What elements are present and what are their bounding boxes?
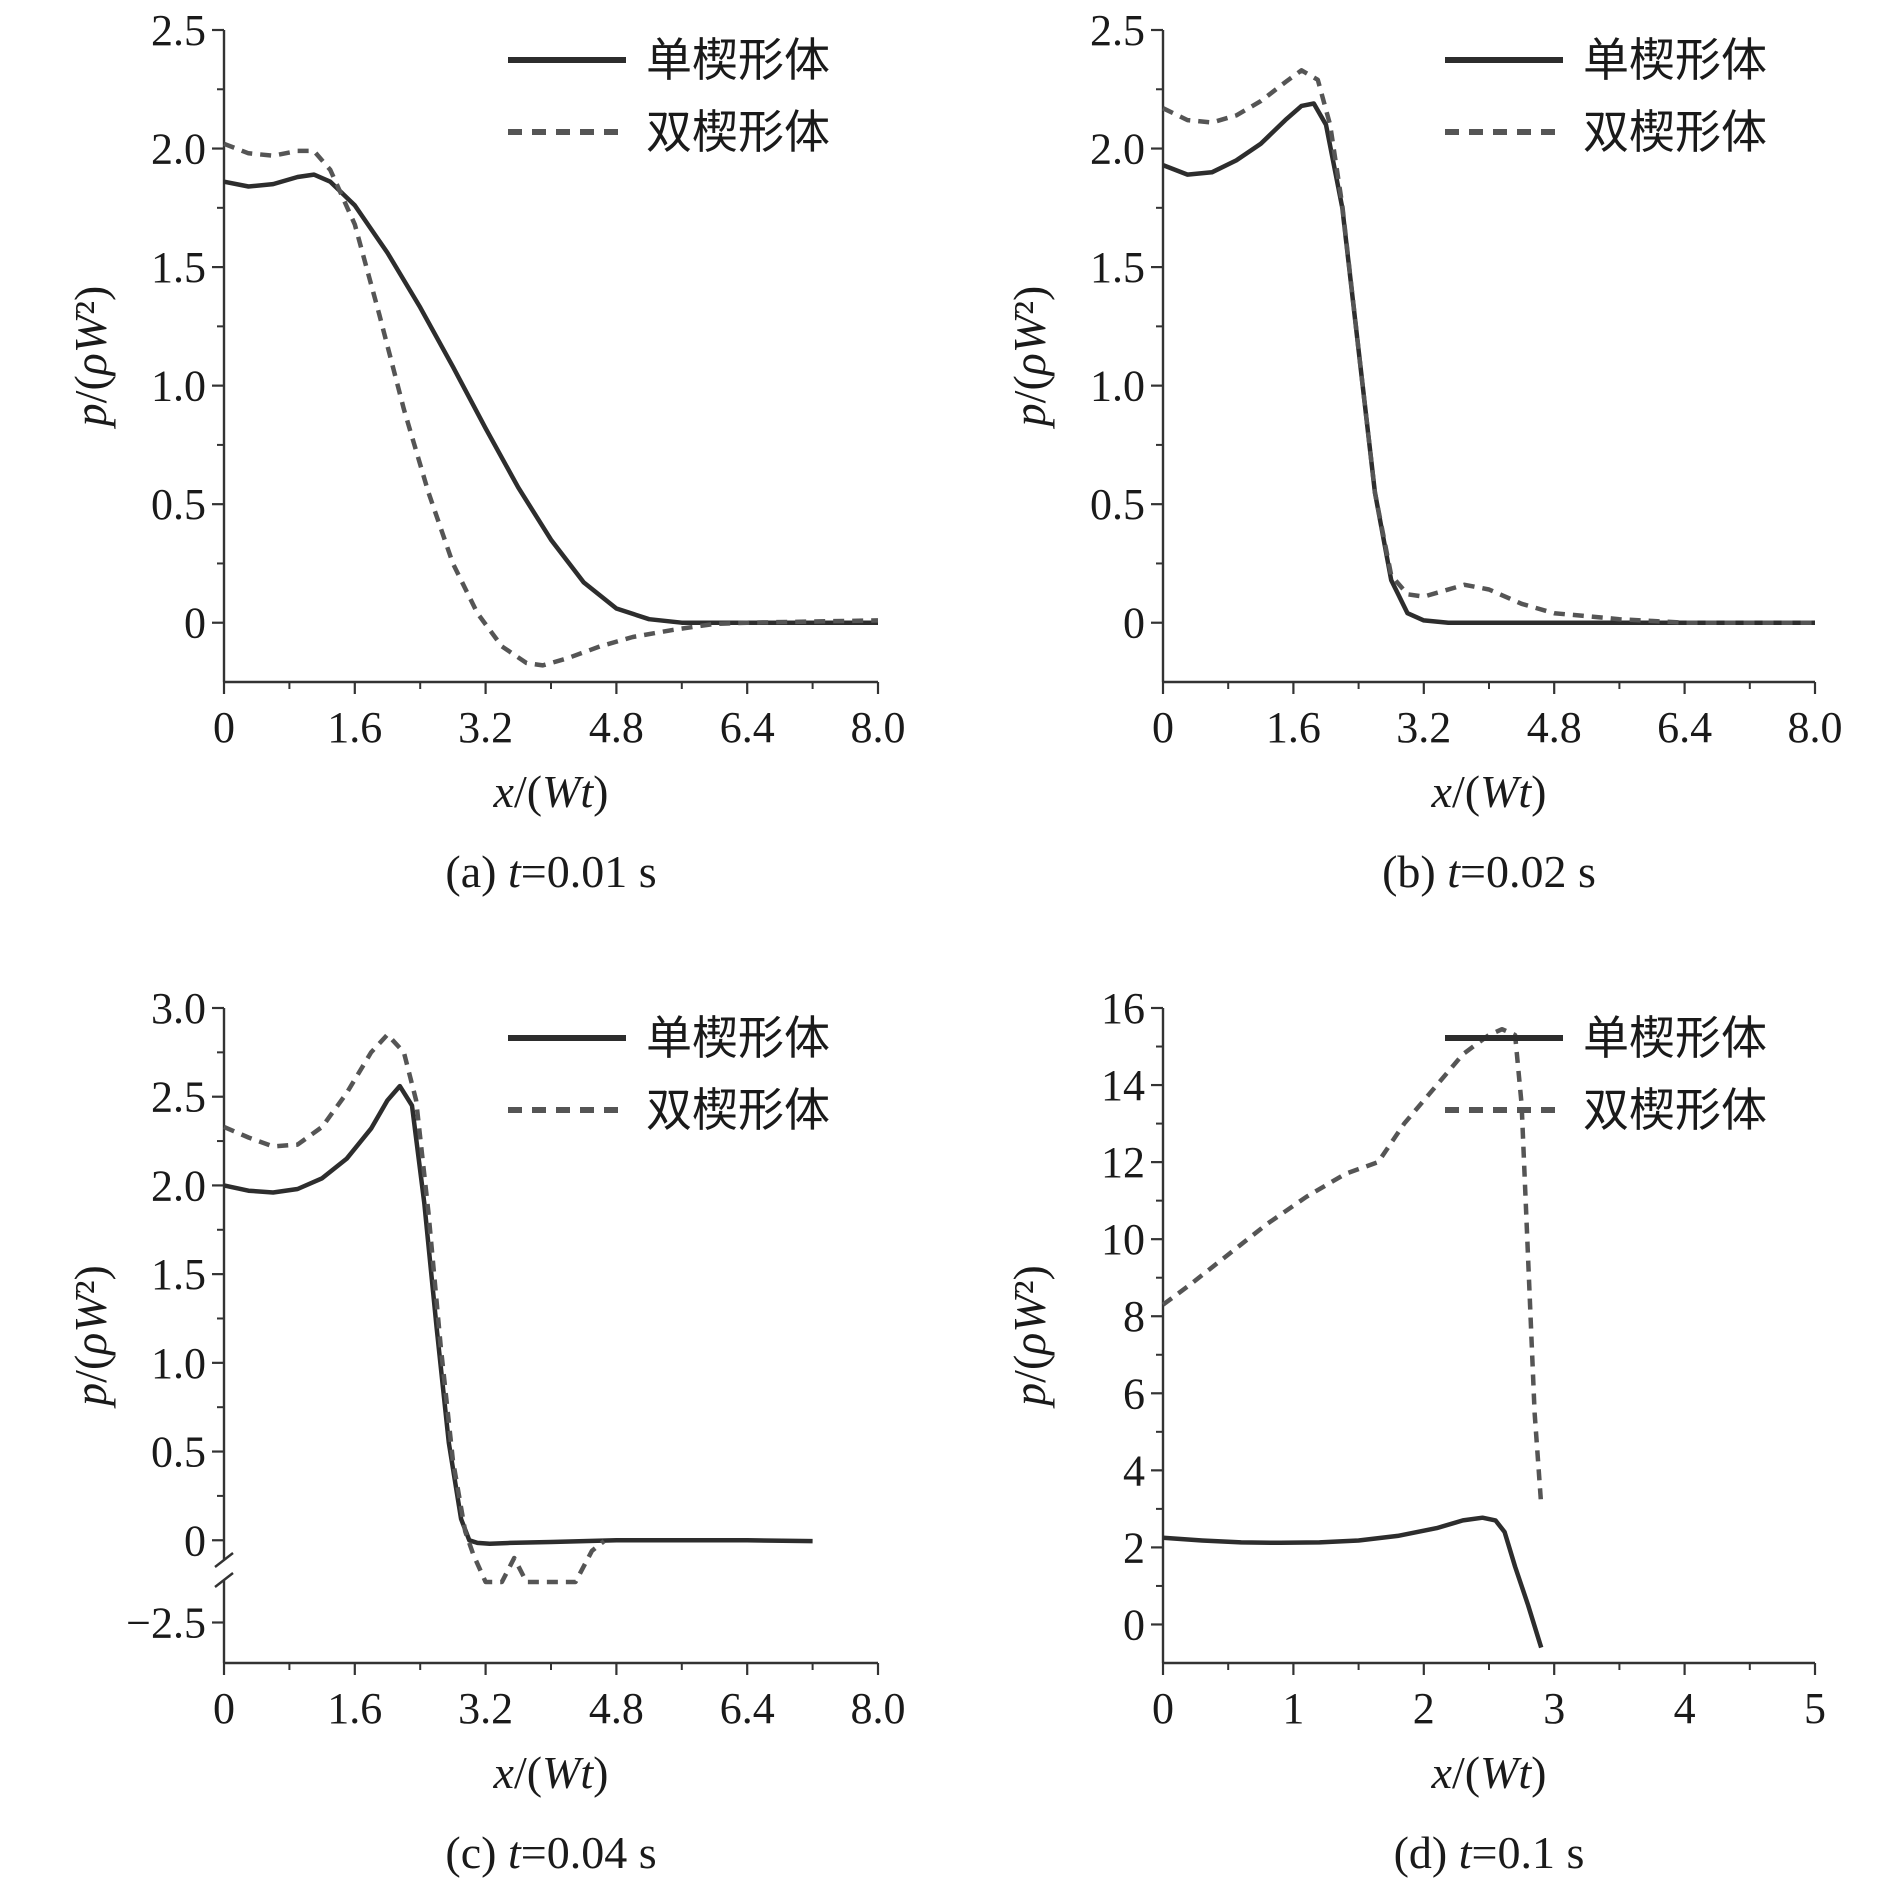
x-tick-label: 4 bbox=[1674, 1684, 1696, 1733]
axis-break-mark bbox=[214, 1552, 234, 1568]
legend-label-double-wedge: 双楔形体 bbox=[646, 105, 830, 159]
series-line-double-wedge bbox=[1161, 1026, 1544, 1506]
y-tick-label: 14 bbox=[1101, 1061, 1145, 1110]
x-tick-label: 0 bbox=[1152, 703, 1174, 752]
x-tick-label: 0 bbox=[213, 1684, 235, 1733]
chart-panel-a: 0 1.6 3.2 4.8 6.4 8.0 0 0.5 1.0 1.5 2.0 2.5 单楔形体双楔形体… bbox=[65, 6, 906, 897]
x-axis-title: x/(Wt) bbox=[493, 1747, 609, 1798]
y-tick-label: 2.0 bbox=[151, 125, 206, 174]
y-axis-title: p/(ρW²) bbox=[1004, 1265, 1055, 1409]
y-tick-label: 2.5 bbox=[151, 1073, 206, 1122]
panel-caption: (d) t=0.1 s bbox=[1394, 1827, 1585, 1878]
x-axis-title: x/(Wt) bbox=[1431, 766, 1547, 817]
legend-label-single-wedge: 单楔形体 bbox=[646, 33, 830, 87]
y-tick-label: 0.5 bbox=[1090, 480, 1145, 529]
series-line-single-wedge bbox=[1162, 1515, 1544, 1649]
y-tick-label: 10 bbox=[1101, 1215, 1145, 1264]
y-tick-label: 12 bbox=[1101, 1138, 1145, 1187]
y-tick-label: 16 bbox=[1101, 984, 1145, 1033]
panel-caption: (b) t=0.02 s bbox=[1382, 846, 1596, 897]
x-tick-label: 6.4 bbox=[720, 703, 775, 752]
x-axis-title: x/(Wt) bbox=[493, 766, 609, 817]
y-tick-label: 2.0 bbox=[151, 1161, 206, 1210]
y-axis-title: p/(ρW²) bbox=[65, 286, 116, 430]
x-tick-label: 1.6 bbox=[327, 1684, 382, 1733]
y-axis-title: p/(ρW²) bbox=[65, 1265, 116, 1409]
y-tick-label: 2.0 bbox=[1090, 125, 1145, 174]
chart-panel-b: 0 1.6 3.2 4.8 6.4 8.0 0 0.5 1.0 1.5 2.0 2.5 单楔形体双楔形体… bbox=[1004, 6, 1843, 897]
x-tick-label: 4.8 bbox=[589, 703, 644, 752]
y-tick-label: 1.0 bbox=[151, 1339, 206, 1388]
series-line-single-wedge bbox=[223, 1083, 813, 1547]
y-tick-label: 1.0 bbox=[151, 362, 206, 411]
x-tick-label: 0 bbox=[1152, 1684, 1174, 1733]
x-tick-label: 1 bbox=[1282, 1684, 1304, 1733]
series-line-single-wedge bbox=[1162, 101, 1815, 625]
y-tick-label: 3.0 bbox=[151, 984, 206, 1033]
y-tick-label: 0 bbox=[1123, 599, 1145, 648]
y-tick-label: 1.0 bbox=[1090, 362, 1145, 411]
legend-label-double-wedge: 双楔形体 bbox=[1583, 105, 1767, 159]
x-tick-label: 0 bbox=[213, 703, 235, 752]
x-tick-label: 1.6 bbox=[1266, 703, 1321, 752]
x-tick-label: 1.6 bbox=[327, 703, 382, 752]
x-tick-label: 5 bbox=[1804, 1684, 1826, 1733]
y-tick-label: 8 bbox=[1123, 1292, 1145, 1341]
x-tick-label: 4.8 bbox=[1527, 703, 1582, 752]
x-tick-label: 6.4 bbox=[720, 1684, 775, 1733]
y-tick-label: 2.5 bbox=[151, 6, 206, 55]
y-tick-label: 6 bbox=[1123, 1369, 1145, 1418]
y-tick-label: 0 bbox=[184, 1516, 206, 1565]
panel-caption: (a) t=0.01 s bbox=[445, 846, 656, 897]
series-line-single-wedge bbox=[223, 172, 878, 625]
x-tick-label: 8.0 bbox=[851, 1684, 906, 1733]
series-line-double-wedge bbox=[223, 141, 879, 668]
y-axis-title: p/(ρW²) bbox=[1004, 286, 1055, 430]
series-line-double-wedge bbox=[1162, 68, 1815, 625]
x-tick-label: 8.0 bbox=[851, 703, 906, 752]
y-tick-label: 1.5 bbox=[151, 243, 206, 292]
legend-label-single-wedge: 单楔形体 bbox=[1583, 1011, 1767, 1065]
legend-label-double-wedge: 双楔形体 bbox=[1583, 1083, 1767, 1137]
legend-label-single-wedge: 单楔形体 bbox=[1583, 33, 1767, 87]
series-line-double-wedge bbox=[223, 1032, 606, 1585]
chart-panel-c: 0 1.6 3.2 4.8 6.4 8.0 0 0.5 1.0 1.5 2.0 2.5 3.0 −2.5 单… bbox=[65, 984, 906, 1878]
y-tick-label: 1.5 bbox=[151, 1250, 206, 1299]
x-tick-label: 4.8 bbox=[589, 1684, 644, 1733]
panel-caption: (c) t=0.04 s bbox=[445, 1827, 656, 1878]
y-tick-label: 0.5 bbox=[151, 1428, 206, 1477]
y-tick-label: 0 bbox=[184, 599, 206, 648]
y-tick-label: 2.5 bbox=[1090, 6, 1145, 55]
y-tick-label: 0.5 bbox=[151, 480, 206, 529]
y-tick-label: 2 bbox=[1123, 1523, 1145, 1572]
chart-panel-d: 0 1 2 3 4 50246810121416单楔形体双楔形体x/(Wt)p/(ρW²)… bbox=[1004, 984, 1826, 1878]
y-tick-label: 0 bbox=[1123, 1600, 1145, 1649]
x-tick-label: 2 bbox=[1413, 1684, 1435, 1733]
y-tick-label: −2.5 bbox=[126, 1599, 206, 1648]
x-tick-label: 3.2 bbox=[458, 703, 513, 752]
y-tick-label: 4 bbox=[1123, 1446, 1145, 1495]
x-tick-label: 6.4 bbox=[1657, 703, 1712, 752]
x-tick-label: 8.0 bbox=[1788, 703, 1843, 752]
axis-break-mark bbox=[214, 1572, 234, 1588]
x-tick-label: 3.2 bbox=[1396, 703, 1451, 752]
y-tick-label: 1.5 bbox=[1090, 243, 1145, 292]
x-tick-label: 3.2 bbox=[458, 1684, 513, 1733]
x-tick-label: 3 bbox=[1543, 1684, 1565, 1733]
legend-label-single-wedge: 单楔形体 bbox=[646, 1011, 830, 1065]
legend-label-double-wedge: 双楔形体 bbox=[646, 1083, 830, 1137]
x-axis-title: x/(Wt) bbox=[1431, 1747, 1547, 1798]
